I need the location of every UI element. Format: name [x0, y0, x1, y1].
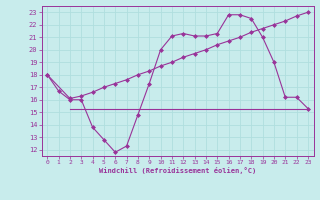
X-axis label: Windchill (Refroidissement éolien,°C): Windchill (Refroidissement éolien,°C) [99, 167, 256, 174]
